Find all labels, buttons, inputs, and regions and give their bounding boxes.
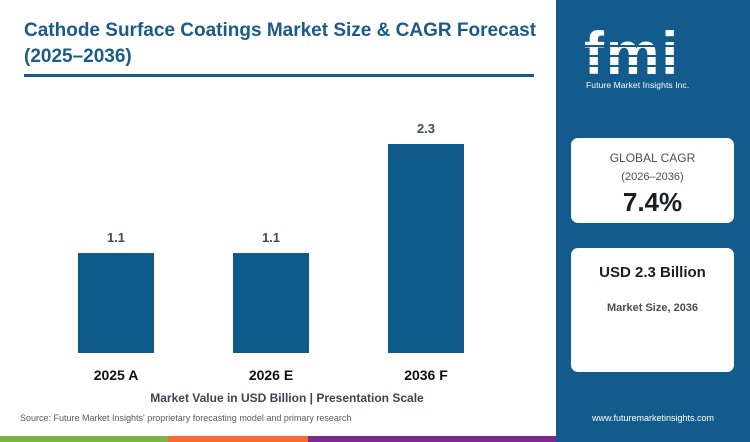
cagr-label: GLOBAL CAGR	[609, 151, 696, 165]
bar-chart: 1.1 2025 A 1.1 2026 E 2.3 2036 F	[78, 121, 464, 383]
chart-title: Cathode Surface Coatings Market Size & C…	[24, 20, 537, 67]
category-label: 2026 E	[249, 367, 293, 383]
accent-strip-green	[0, 436, 168, 442]
category-label: 2036 F	[404, 367, 448, 383]
summary-sidebar: fmi Future Market Insights Inc. GLOBAL C…	[556, 0, 750, 442]
logo-tagline: Future Market Insights Inc.	[586, 80, 690, 90]
source-note: Source: Future Market Insights' propriet…	[20, 413, 352, 423]
value-label: 1.1	[107, 230, 125, 245]
fmi-logo: fmi	[584, 20, 726, 87]
category-label: 2025 A	[94, 367, 139, 383]
accent-strip-purple	[308, 436, 556, 442]
value-label: 2.3	[417, 121, 435, 136]
market-size-card: USD 2.3 Billion Market Size, 2036	[571, 248, 734, 372]
bar-2036-f	[388, 144, 464, 353]
logo-wordmark: fmi	[584, 20, 680, 87]
chart-panel: Cathode Surface Coatings Market Size & C…	[0, 20, 556, 442]
accent-strip-orange	[168, 436, 308, 442]
website-link[interactable]: www.futuremarketinsights.com	[591, 413, 715, 423]
x-axis-label: Market Value in USD Billion | Presentati…	[150, 391, 424, 405]
value-label: 1.1	[262, 230, 280, 245]
cagr-period: (2026–2036)	[621, 171, 684, 183]
cagr-value: 7.4%	[622, 187, 683, 217]
title-divider	[24, 74, 534, 77]
market-size-value: USD 2.3 Billion	[599, 264, 706, 281]
cagr-card: GLOBAL CAGR (2026–2036) 7.4%	[571, 138, 734, 223]
bar-2025-a	[78, 253, 154, 353]
bar-2026-e	[233, 253, 309, 353]
market-size-label: Market Size, 2036	[606, 302, 699, 314]
